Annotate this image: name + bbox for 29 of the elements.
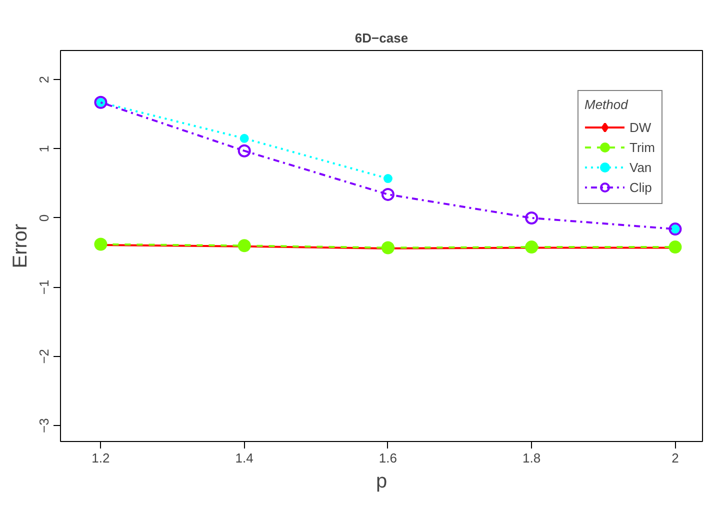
y-tick-label: 0 [36, 214, 52, 222]
y-tick-label: −2 [36, 348, 52, 364]
legend-label: DW [629, 120, 652, 134]
x-tick-label: 1.4 [235, 450, 254, 466]
point [94, 238, 108, 251]
point [525, 211, 538, 224]
x-tick-label: 1.8 [522, 450, 541, 466]
y-tick-label: 2 [36, 76, 52, 84]
legend-title: Method [584, 97, 630, 112]
y-axis-title: Error [10, 223, 32, 268]
point [383, 174, 392, 184]
point [381, 188, 394, 201]
chart-title: 6D−case [354, 30, 408, 46]
y-tick-label: −3 [36, 418, 52, 433]
x-axis-title: p [376, 470, 388, 492]
legend-label: Clip [629, 180, 652, 194]
y-tick-label: 1 [36, 145, 52, 152]
point [238, 144, 251, 158]
point [240, 134, 249, 143]
legend-label: Trim [629, 140, 655, 154]
point [381, 241, 394, 254]
point [238, 239, 251, 252]
point [525, 240, 538, 254]
y-tick-label: −1 [36, 280, 52, 295]
point [668, 240, 682, 254]
x-tick-label: 1.6 [378, 450, 398, 466]
x-tick-label: 2 [672, 450, 679, 466]
x-tick-label: 1.2 [92, 450, 110, 466]
legend-label: Van [629, 160, 652, 174]
